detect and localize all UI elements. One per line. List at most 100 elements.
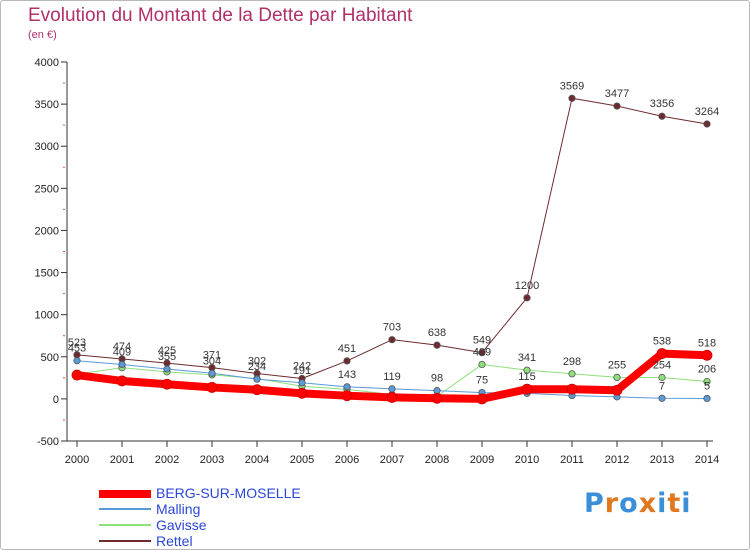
data-point [298,379,306,387]
data-point [341,390,353,402]
data-label: 1200 [515,280,539,292]
legend-label: Malling [156,501,201,517]
y-tick-label: -500 [37,436,59,448]
data-point [253,375,261,383]
y-tick-label: 1000 [35,310,59,322]
data-label: 409 [113,346,131,358]
data-label: 425 [158,345,176,357]
data-point [386,391,398,403]
logo-letter: t [667,488,682,519]
data-label: 304 [203,355,221,367]
data-label: 355 [158,351,176,363]
y-tick-label: 500 [41,352,59,364]
logo-letter: P [584,488,605,519]
x-tick-label: 2009 [470,454,494,466]
data-label: 191 [293,365,311,377]
y-tick-label: 4000 [35,57,59,69]
data-label: 3356 [650,98,674,110]
y-tick-label: 2500 [35,183,59,195]
data-label: 98 [431,373,443,385]
data-point [658,112,666,120]
logo-letter: i [681,488,692,519]
data-point [71,369,83,381]
data-label: 523 [68,337,86,349]
data-point [206,382,218,393]
data-label: 206 [698,364,716,376]
legend-item-rettel: Rettel [99,533,359,549]
data-point [568,370,576,378]
x-tick-label: 2013 [650,454,674,466]
data-point [476,393,488,405]
data-label: 474 [113,341,131,353]
data-point [523,366,531,374]
y-tick-label: 0 [53,394,59,406]
data-label: 3264 [695,106,719,118]
data-label: 7 [659,380,665,392]
x-tick-label: 2003 [200,454,224,466]
x-tick-label: 2014 [695,454,719,466]
data-point [118,360,126,369]
data-label: 371 [203,350,221,362]
data-point [433,387,441,395]
data-label: 119 [383,371,401,383]
legend-label: Gavisse [156,517,207,533]
chart-data-labels: 523 474 425 371 302 242 451 703 638 549 1200 3569 34… [68,80,719,392]
logo-letter: o [619,488,639,519]
logo-letter: x [638,488,658,519]
x-tick-label: 2007 [380,454,404,466]
legend-label: Rettel [156,533,193,549]
data-label: 703 [383,322,401,334]
data-point [701,349,713,361]
data-label: 3477 [605,88,629,100]
data-label: 234 [248,361,266,373]
data-point [703,120,711,128]
data-point [433,341,441,349]
data-point [296,387,308,399]
data-point [478,360,486,369]
data-label: 3569 [560,80,584,92]
data-label: 5 [704,380,710,392]
x-tick-label: 2010 [515,454,539,466]
data-point [703,394,711,403]
x-tick-label: 2012 [605,454,629,466]
data-label: 453 [68,343,86,355]
x-tick-label: 2005 [290,454,314,466]
legend-label: BERG-SUR-MOSELLE [156,485,301,501]
data-point [161,378,173,390]
chart-title: Evolution du Montant de la Dette par Hab… [28,5,413,26]
x-tick-label: 2002 [155,454,179,466]
legend-item-berg: BERG-SUR-MOSELLE [99,485,359,502]
data-label: 538 [653,336,671,348]
data-point [431,392,443,404]
x-tick-label: 2000 [65,454,89,466]
data-label: 298 [563,356,581,368]
data-label: 115 [518,371,536,383]
legend-item-gavisse: Gavisse [99,517,359,534]
data-label: 255 [608,359,626,371]
y-tick-label: 3500 [35,99,59,111]
legend-swatch [99,540,151,542]
data-point [658,373,666,382]
x-tick-label: 2006 [335,454,359,466]
y-tick-label: 1500 [35,268,59,280]
legend-swatch [99,524,151,526]
data-point [208,369,216,377]
data-label: 518 [698,337,716,349]
data-point [703,377,711,386]
data-point [388,385,396,393]
data-label: 254 [653,359,671,371]
data-label: 549 [473,335,491,347]
data-label: 302 [248,355,266,367]
data-label: 242 [293,361,311,373]
data-label: 143 [338,369,356,381]
data-point [613,102,621,110]
chart-axes: -500 0 500 1000 1500 2000 2500 3000 3500 4000 2000… [35,57,720,466]
data-label: 409 [473,346,491,358]
data-point [163,365,171,373]
data-point [566,383,578,395]
x-tick-label: 2004 [245,454,269,466]
data-point [613,373,621,382]
chart-series [71,94,713,405]
